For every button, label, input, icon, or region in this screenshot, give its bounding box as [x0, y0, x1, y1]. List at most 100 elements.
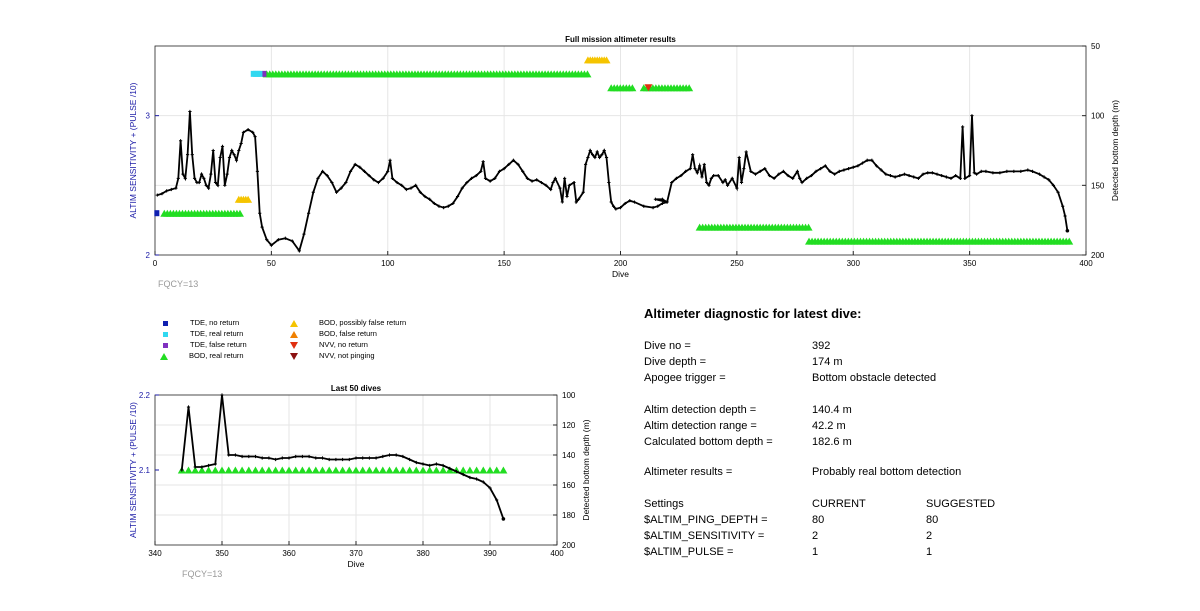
bottom-depth-point [280, 456, 284, 460]
bod-real-return-marker [244, 466, 253, 474]
bottom-depth-point [828, 169, 832, 173]
bottom-depth-point [798, 176, 802, 180]
bottom-depth-point [409, 186, 413, 190]
bottom-depth-point [884, 172, 888, 176]
bottom-depth-point [893, 175, 897, 179]
bottom-depth-point [414, 460, 418, 465]
bod-real-return-marker [405, 466, 414, 474]
y-right-tick-label: 200 [1091, 251, 1105, 260]
bottom-depth-point [961, 125, 965, 129]
bottom-depth-point [665, 200, 669, 204]
bottom-depth-point [428, 197, 432, 201]
bottom-depth-point [670, 180, 674, 185]
bottom-depth-point [227, 155, 232, 160]
bod-real-return-marker [191, 466, 200, 474]
x-tick-label: 200 [614, 259, 628, 268]
legend-label: NVV, no return [319, 340, 368, 349]
bottom-depth-point [549, 187, 553, 192]
bottom-depth-point [1061, 204, 1065, 208]
y-right-axis-label: Detected bottom depth (m) [581, 419, 591, 520]
bottom-depth-point [367, 173, 371, 178]
settings-suggested: 80 [926, 514, 939, 526]
bod-real-return-marker [278, 466, 287, 474]
bottom-depth-point [544, 183, 548, 187]
bottom-depth-point [958, 176, 962, 180]
bottom-depth-point [921, 172, 925, 176]
bod-real-return-marker [628, 84, 637, 92]
bottom-depth-point [684, 169, 688, 173]
bottom-depth-point [865, 158, 869, 162]
bottom-depth-point [193, 465, 197, 469]
bottom-depth-point [468, 475, 472, 480]
bod-real-return-marker [285, 466, 293, 474]
y-right-tick-label: 140 [562, 451, 576, 460]
legend-label: TDE, real return [190, 329, 244, 338]
bottom-depth-point [846, 167, 851, 171]
bottom-depth-point [474, 173, 478, 178]
bottom-depth-point [688, 167, 692, 171]
bottom-depth-point [294, 454, 298, 459]
bottom-depth-point [367, 456, 371, 460]
bottom-depth-point [572, 180, 576, 185]
bottom-depth-point [483, 176, 488, 180]
bottom-depth-point [183, 176, 187, 180]
bottom-depth-point [220, 144, 225, 148]
bod-real-return-marker [211, 466, 220, 474]
bod-real-return-marker [372, 466, 381, 474]
bottom-depth-point [581, 190, 585, 194]
bottom-depth-point [604, 155, 609, 160]
diagnostic-label: Calculated bottom depth = [644, 436, 773, 448]
bottom-depth-point [998, 171, 1002, 175]
bottom-depth-point [297, 249, 301, 253]
legend-triangle-down-icon [290, 341, 298, 349]
bottom-depth-point [206, 186, 211, 190]
bottom-depth-point [837, 169, 841, 173]
bod-real-return-marker [412, 466, 421, 474]
tde-real-return-marker [257, 70, 263, 77]
bottom-depth-point [428, 463, 432, 468]
diagnostic-value: 392 [812, 340, 831, 352]
bottom-depth-point [600, 153, 604, 157]
bottom-depth-point [1037, 172, 1042, 176]
bod-real-return-marker [365, 466, 374, 474]
last-50-dives-chart [154, 393, 558, 546]
bottom-depth-point [777, 172, 781, 176]
legend-entry: BOD, false return [290, 329, 377, 338]
bottom-depth-point [912, 175, 916, 179]
bod-real-return-marker [311, 466, 320, 474]
bottom-depth-point [437, 204, 441, 208]
bottom-depth-point [632, 200, 637, 204]
x-tick-label: 390 [483, 549, 497, 558]
bottom-depth-point [1012, 169, 1016, 173]
bod-real-return-marker [358, 466, 367, 474]
bottom-depth-point [330, 180, 334, 185]
settings-header-cell: SUGGESTED [926, 498, 996, 510]
legend-square-icon [163, 331, 168, 337]
bottom-depth-point [180, 468, 184, 472]
bottom-depth-point [237, 148, 241, 153]
settings-suggested: 1 [926, 546, 933, 558]
bottom-depth-point [358, 165, 362, 169]
settings-current: 2 [812, 530, 819, 542]
bottom-depth-point [274, 457, 278, 462]
bottom-depth-point [267, 456, 271, 460]
legend-triangle-up-icon [160, 352, 168, 360]
bottom-depth-point [970, 114, 974, 118]
tde-false-return-marker [262, 70, 267, 77]
bottom-depth-point [805, 176, 809, 180]
bottom-depth-point [341, 457, 345, 462]
bottom-depth-point [354, 456, 358, 460]
legend: TDE, no return TDE, real return TDE, false… [160, 318, 450, 366]
settings-label: $ALTIM_PING_DEPTH = [644, 514, 768, 526]
bottom-depth-point [216, 183, 220, 187]
bod-real-return-marker [685, 84, 694, 92]
bod-real-return-marker [439, 466, 448, 474]
bottom-depth-point [984, 169, 988, 173]
bottom-depth-point [353, 162, 357, 167]
bottom-depth-point [160, 192, 164, 196]
bottom-depth-point [376, 180, 381, 185]
bottom-depth-point [507, 162, 511, 167]
bottom-depth-point [1051, 183, 1056, 187]
bottom-depth-point [493, 176, 497, 180]
bottom-depth-point [239, 141, 243, 146]
